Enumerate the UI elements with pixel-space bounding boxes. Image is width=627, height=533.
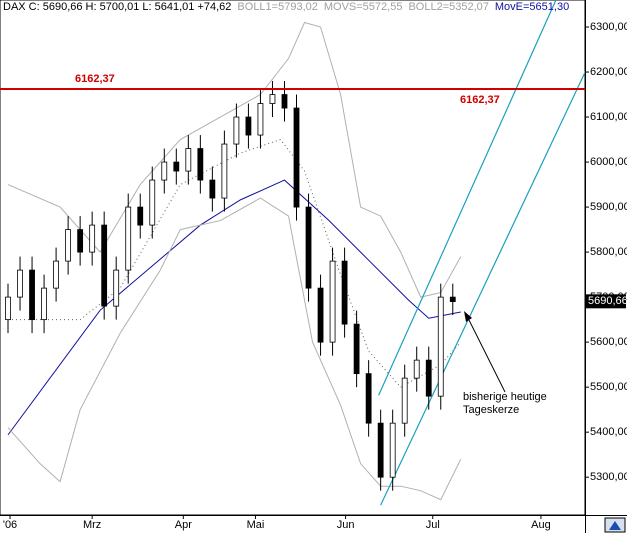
- x-tick-label: Apr: [175, 519, 192, 531]
- y-tick-label: 5800,00: [590, 246, 627, 258]
- candle-body: [221, 143, 228, 199]
- candle-body: [377, 422, 384, 478]
- candle-body: [17, 269, 23, 298]
- candle-body: [89, 224, 96, 253]
- candle-body: [389, 422, 396, 478]
- header: DAX C: 5690,66 H: 5700,01 L: 5641,01 +74…: [3, 1, 569, 13]
- hline-label: 6162,37: [75, 73, 115, 85]
- annotation-arrow: [466, 315, 506, 393]
- candle-body: [341, 260, 348, 325]
- candle-body: [113, 269, 120, 307]
- annotation-arrowhead: [464, 311, 472, 322]
- y-tick-label: 6200,00: [590, 66, 627, 78]
- y-tick-label: 5300,00: [590, 471, 627, 483]
- candle-body: [101, 224, 108, 307]
- y-tick-label: 5500,00: [590, 381, 627, 393]
- candle-body: [425, 359, 432, 397]
- y-tick-label: 6300,00: [590, 21, 627, 33]
- candle-body: [77, 229, 84, 253]
- x-tick-label: '06: [3, 519, 17, 531]
- candle-body: [317, 287, 324, 343]
- y-tick-label: 5600,00: [590, 336, 627, 348]
- candle-body: [233, 116, 240, 145]
- header-item: MOVS=5572,55: [324, 1, 403, 13]
- trend-line: [380, 70, 585, 506]
- x-tick-label: Jul: [426, 519, 440, 531]
- candle-body: [269, 94, 276, 104]
- last-price-label: 5690,66: [588, 295, 627, 307]
- candle-body: [5, 296, 11, 321]
- plot: [5, 0, 585, 506]
- candle-body: [29, 269, 35, 321]
- x-tick-label: Mai: [247, 519, 265, 531]
- candle-body: [245, 116, 252, 136]
- candle-body: [137, 206, 144, 226]
- overlay-line: [7, 197, 462, 501]
- candle-body: [41, 287, 47, 321]
- scroll-icon-arrow: [609, 521, 621, 530]
- x-tick-label: Aug: [531, 519, 551, 531]
- x-tick-label: Jun: [337, 519, 355, 531]
- plot-frame: [0, 0, 586, 516]
- candle-body: [365, 373, 372, 424]
- header-item: BOLL1=5793,02: [237, 1, 317, 13]
- candle-body: [197, 148, 204, 181]
- header-item: DAX C: 5690,66 H: 5700,01 L: 5641,01 +74…: [3, 1, 231, 13]
- candle-body: [125, 206, 132, 271]
- candle-body: [53, 260, 59, 289]
- annotation: Tageskerze: [463, 404, 519, 416]
- candle-body: [209, 179, 216, 199]
- y-tick-label: 6000,00: [590, 156, 627, 168]
- candle-body: [449, 296, 456, 303]
- header-item: MovE=5651,30: [495, 1, 569, 13]
- header-item: BOLL2=5352,07: [408, 1, 488, 13]
- candle-body: [329, 260, 336, 343]
- candle-body: [149, 179, 156, 226]
- candle-body: [257, 103, 264, 136]
- candle-body: [281, 94, 288, 109]
- hline-label: 6162,37: [460, 94, 500, 106]
- candle-body: [161, 161, 168, 181]
- annotation: bisherige heutige: [463, 391, 547, 403]
- candle-body: [401, 377, 408, 424]
- candle-body: [293, 107, 300, 208]
- overlay-line: [7, 179, 461, 436]
- y-tick-label: 5900,00: [590, 201, 627, 213]
- y-tick-label: 6100,00: [590, 111, 627, 123]
- candle-body: [437, 296, 444, 397]
- candle-body: [173, 161, 180, 172]
- last-price-box: [586, 294, 626, 309]
- candle-body: [185, 148, 192, 172]
- candle-body: [65, 229, 72, 262]
- trend-line: [378, 0, 557, 396]
- overlay-line: [8, 138, 462, 388]
- x-tick-label: Mrz: [83, 519, 101, 531]
- candle-body: [413, 359, 420, 379]
- candle-body: [353, 323, 360, 375]
- y-tick-label: 5400,00: [590, 426, 627, 438]
- candle-body: [305, 206, 312, 289]
